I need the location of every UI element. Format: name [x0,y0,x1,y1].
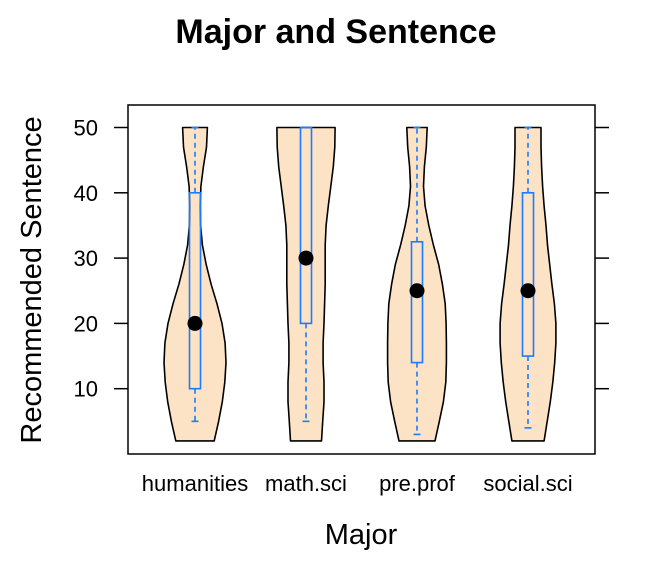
y-axis-left: 10 20 30 40 50 [74,116,128,402]
x-axis-tick-labels: humanities math.sci pre.prof social.sci [142,471,573,496]
median-point-pre.prof [409,283,425,299]
violin-math.sci [276,126,336,442]
x-axis-label: Major [325,519,398,551]
iqr-box-social.sci [521,192,535,357]
y-tick-label: 30 [74,246,98,271]
x-tick-label-math.sci: math.sci [265,471,347,496]
x-tick-label-pre.prof: pre.prof [379,471,456,496]
y-axis-label: Recommended Sentence [16,116,48,443]
plot-panel [127,104,596,455]
iqr-box-pre.prof [410,240,424,364]
iqr-box-humanities [188,192,202,390]
median-point-social.sci [520,283,536,299]
x-tick-label-social.sci: social.sci [483,471,572,496]
y-tick-label: 50 [74,116,98,141]
violin-group [163,126,557,442]
median-point-math.sci [298,250,314,266]
x-tick-label-humanities: humanities [142,471,248,496]
y-tick-label: 10 [74,377,98,402]
y-tick-label: 20 [74,311,98,336]
violin-humanities [163,126,227,442]
iqr-box-math.sci [299,126,313,325]
y-tick-label: 40 [74,181,98,206]
y-axis-right [595,126,609,390]
median-point-humanities [187,315,203,331]
chart-title: Major and Sentence [175,13,496,51]
